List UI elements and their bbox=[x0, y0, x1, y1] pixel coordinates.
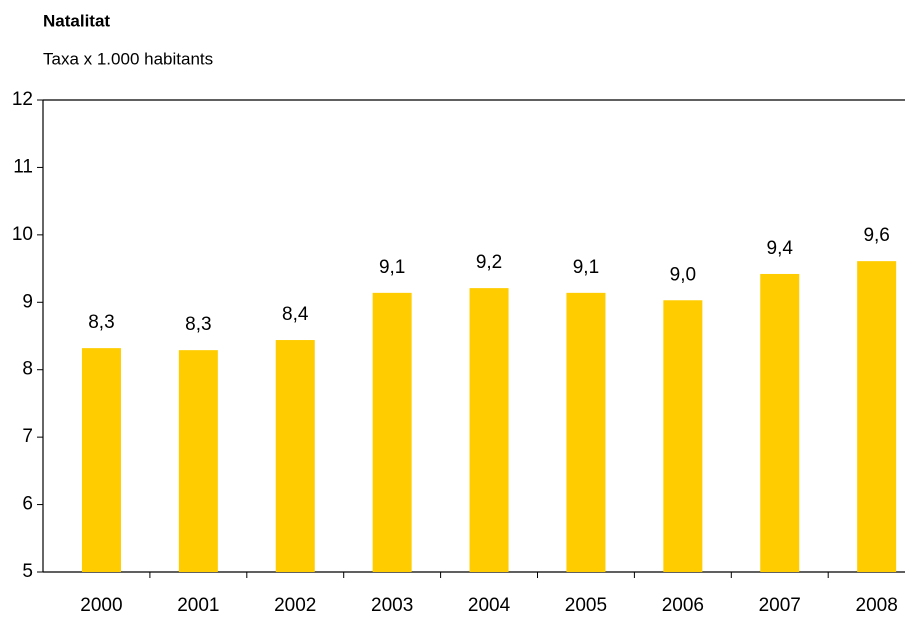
y-tick-label: 12 bbox=[12, 89, 33, 110]
y-tick-label: 10 bbox=[12, 224, 33, 245]
value-label: 9,6 bbox=[863, 225, 889, 246]
x-tick-label: 2000 bbox=[80, 595, 122, 616]
bar bbox=[81, 348, 121, 572]
x-tick-label: 2008 bbox=[856, 595, 898, 616]
y-tick-label: 5 bbox=[22, 561, 33, 582]
x-tick-label: 2004 bbox=[468, 595, 511, 616]
y-tick-label: 9 bbox=[22, 291, 33, 312]
bar bbox=[275, 340, 315, 572]
bar bbox=[372, 292, 412, 572]
value-label: 8,3 bbox=[88, 312, 114, 333]
value-label: 8,3 bbox=[185, 314, 211, 335]
y-tick-label: 6 bbox=[22, 494, 33, 515]
value-label: 8,4 bbox=[282, 304, 309, 325]
x-tick-label: 2002 bbox=[274, 595, 316, 616]
chart-subtitle: Taxa x 1.000 habitants bbox=[43, 49, 213, 68]
value-label: 9,0 bbox=[670, 264, 696, 285]
y-tick-label: 11 bbox=[13, 156, 33, 177]
x-tick-label: 2006 bbox=[662, 595, 704, 616]
bar bbox=[857, 261, 897, 572]
bar bbox=[663, 300, 703, 572]
y-tick-label: 7 bbox=[22, 426, 33, 447]
bar bbox=[178, 350, 218, 572]
bar bbox=[566, 292, 606, 572]
chart-title: Natalitat bbox=[43, 11, 110, 30]
x-tick-label: 2003 bbox=[371, 595, 413, 616]
value-label: 9,1 bbox=[379, 257, 405, 278]
value-label: 9,1 bbox=[573, 257, 599, 278]
y-tick-label: 8 bbox=[22, 359, 33, 380]
value-label: 9,4 bbox=[767, 238, 794, 259]
value-label: 9,2 bbox=[476, 252, 502, 273]
bar bbox=[760, 273, 800, 572]
x-tick-label: 2001 bbox=[177, 595, 219, 616]
bar bbox=[469, 288, 509, 572]
x-tick-label: 2007 bbox=[759, 595, 801, 616]
x-tick-label: 2005 bbox=[565, 595, 607, 616]
